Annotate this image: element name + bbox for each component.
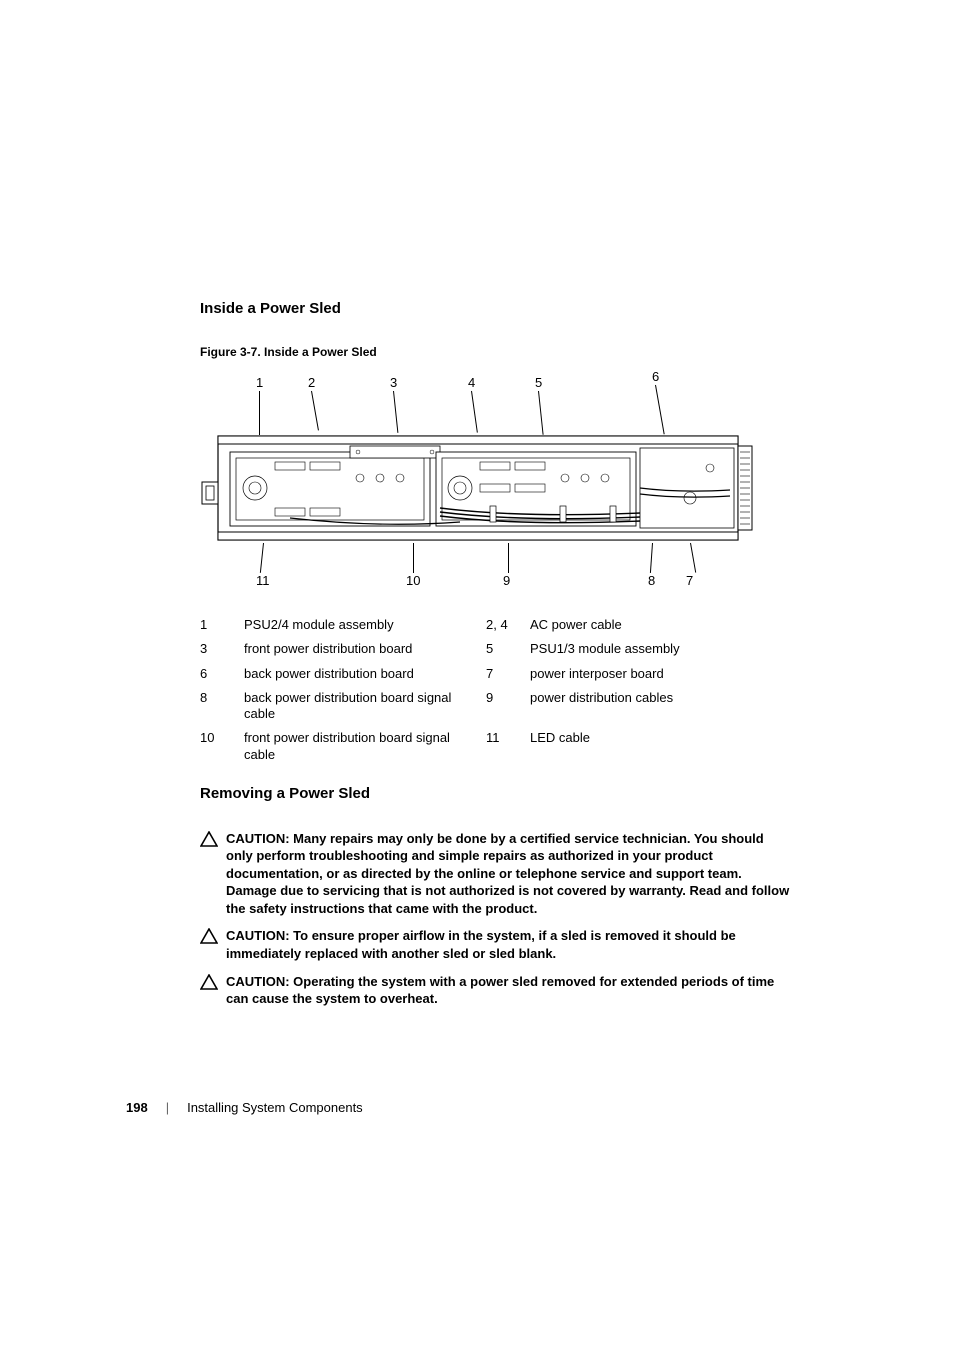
caution-body: Many repairs may only be done by a certi… — [226, 831, 789, 916]
callout-num: 2 — [308, 375, 315, 390]
legend-num: 8 — [200, 690, 244, 723]
caution-text: CAUTION: Operating the system with a pow… — [226, 973, 790, 1008]
leader-line — [508, 543, 509, 573]
legend-num: 6 — [200, 666, 244, 682]
caution-label: CAUTION: — [226, 831, 290, 846]
legend-num: 3 — [200, 641, 244, 657]
legend-desc: front power distribution board — [244, 641, 486, 657]
caution-label: CAUTION: — [226, 928, 290, 943]
caution-block: CAUTION: To ensure proper airflow in the… — [200, 927, 790, 962]
legend-num: 9 — [486, 690, 530, 723]
caution-text: CAUTION: Many repairs may only be done b… — [226, 830, 790, 918]
legend-desc: back power distribution board signal cab… — [244, 690, 486, 723]
caution-block: CAUTION: Many repairs may only be done b… — [200, 830, 790, 918]
callout-num: 6 — [652, 369, 659, 384]
legend-num: 2, 4 — [486, 617, 530, 633]
figure-legend: 1 PSU2/4 module assembly 2, 4 AC power c… — [200, 617, 756, 763]
caution-triangle-icon — [200, 927, 226, 962]
legend-desc: PSU2/4 module assembly — [244, 617, 486, 633]
figure-diagram: 1 2 3 4 5 6 — [200, 373, 756, 593]
leader-line — [413, 543, 414, 573]
caution-label: CAUTION: — [226, 974, 290, 989]
callout-num: 7 — [686, 573, 693, 588]
page-number: 198 — [126, 1100, 148, 1115]
legend-num: 7 — [486, 666, 530, 682]
caution-block: CAUTION: Operating the system with a pow… — [200, 973, 790, 1008]
legend-desc: power distribution cables — [530, 690, 756, 723]
legend-row: 10 front power distribution board signal… — [200, 730, 756, 763]
legend-num: 1 — [200, 617, 244, 633]
legend-desc: PSU1/3 module assembly — [530, 641, 756, 657]
footer-separator: | — [166, 1100, 169, 1115]
legend-desc: front power distribution board signal ca… — [244, 730, 486, 763]
legend-row: 8 back power distribution board signal c… — [200, 690, 756, 723]
callout-num: 10 — [406, 573, 420, 588]
caution-body: Operating the system with a power sled r… — [226, 974, 774, 1007]
caution-text: CAUTION: To ensure proper airflow in the… — [226, 927, 790, 962]
callout-num: 9 — [503, 573, 510, 588]
caution-triangle-icon — [200, 830, 226, 918]
callout-num: 4 — [468, 375, 475, 390]
caution-triangle-icon — [200, 973, 226, 1008]
legend-row: 6 back power distribution board 7 power … — [200, 666, 756, 682]
power-sled-drawing — [200, 418, 756, 558]
legend-desc: AC power cable — [530, 617, 756, 633]
callout-num: 8 — [648, 573, 655, 588]
chapter-title: Installing System Components — [187, 1100, 363, 1115]
legend-num: 5 — [486, 641, 530, 657]
section-heading-inside: Inside a Power Sled — [200, 300, 790, 317]
figure-caption: Figure 3-7. Inside a Power Sled — [200, 345, 790, 359]
callout-num: 3 — [390, 375, 397, 390]
legend-num: 10 — [200, 730, 244, 763]
callout-num: 11 — [256, 573, 270, 588]
page-footer: 198 | Installing System Components — [126, 1100, 363, 1115]
callout-num: 1 — [256, 375, 263, 390]
legend-num: 11 — [486, 730, 530, 763]
legend-desc: power interposer board — [530, 666, 756, 682]
callout-num: 5 — [535, 375, 542, 390]
legend-row: 1 PSU2/4 module assembly 2, 4 AC power c… — [200, 617, 756, 633]
legend-row: 3 front power distribution board 5 PSU1/… — [200, 641, 756, 657]
caution-body: To ensure proper airflow in the system, … — [226, 928, 736, 961]
section-heading-removing: Removing a Power Sled — [200, 785, 790, 802]
page-content: Inside a Power Sled Figure 3-7. Inside a… — [200, 300, 790, 1018]
legend-desc: back power distribution board — [244, 666, 486, 682]
legend-desc: LED cable — [530, 730, 756, 763]
